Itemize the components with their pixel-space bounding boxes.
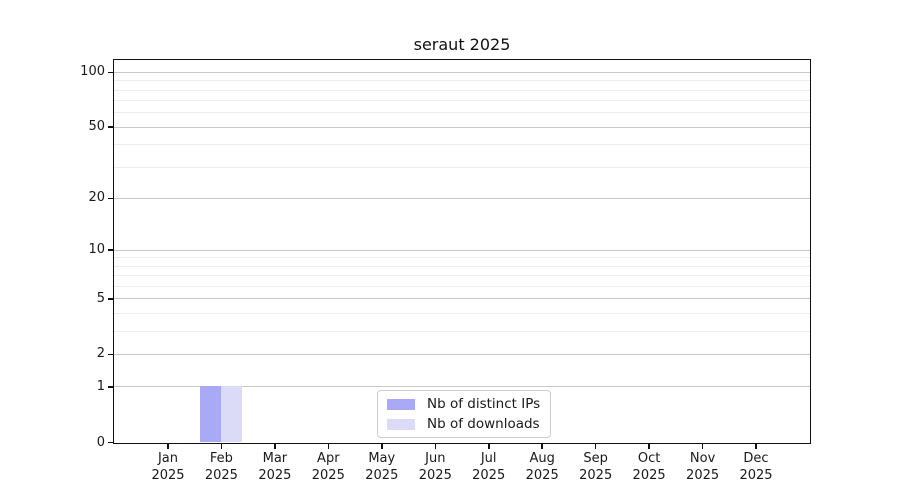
x-tick-year: 2025 (632, 467, 666, 483)
y-gridline-minor (114, 312, 810, 314)
x-tick-year: 2025 (258, 467, 292, 483)
y-tick-mark (108, 298, 113, 300)
y-gridline-minor (114, 144, 810, 146)
x-tick-mark (327, 444, 330, 449)
y-gridline-major (114, 71, 810, 73)
x-tick-mark (220, 444, 223, 449)
x-tick-label: Dec 2025 (724, 451, 788, 484)
y-tick-mark (108, 353, 113, 356)
y-tick-label: 50 (88, 119, 105, 135)
x-tick-month: Jan (157, 451, 179, 466)
y-gridline-minor (114, 330, 810, 332)
x-tick-month: Feb (209, 451, 233, 466)
y-tick-label: 10 (88, 242, 105, 258)
x-tick-mark (594, 444, 597, 449)
y-tick-mark (108, 249, 113, 251)
x-tick-mark (167, 444, 169, 449)
x-tick-label: Oct 2025 (617, 451, 681, 484)
y-gridline-major (114, 126, 810, 128)
y-gridline-minor (114, 257, 810, 259)
y-gridline-major (114, 197, 810, 199)
x-tick-label: Aug 2025 (510, 451, 574, 484)
x-tick-year: 2025 (204, 467, 238, 483)
y-gridline-major (114, 249, 810, 251)
x-tick-label: Jun 2025 (403, 451, 467, 484)
y-tick-label: 0 (96, 434, 105, 450)
legend-item-downloads: Nb of downloads (387, 416, 540, 432)
x-tick-month: Nov (689, 451, 716, 466)
y-tick-mark (108, 71, 113, 73)
x-tick-year: 2025 (365, 467, 399, 483)
legend-item-distinct-ips: Nb of distinct IPs (387, 396, 540, 412)
x-tick-month: Jun (425, 451, 446, 466)
y-gridline-major (114, 353, 810, 355)
y-tick-mark (108, 126, 113, 128)
x-tick-year: 2025 (151, 467, 185, 483)
x-tick-year: 2025 (739, 467, 773, 483)
chart-title: seraut 2025 (413, 35, 511, 54)
x-tick-year: 2025 (418, 467, 452, 483)
x-tick-month: Jul (480, 451, 497, 466)
x-tick-label: May 2025 (350, 451, 414, 484)
x-tick-month: Sep (583, 451, 608, 466)
x-tick-year: 2025 (311, 467, 345, 483)
x-tick-year: 2025 (525, 467, 559, 483)
x-tick-year: 2025 (686, 467, 720, 483)
y-gridline-minor (114, 100, 810, 102)
y-gridline-minor (114, 112, 810, 114)
y-gridline-major (114, 298, 810, 300)
legend-swatch-distinct-ips (387, 398, 415, 410)
y-tick-label: 1 (96, 378, 105, 394)
y-tick-label: 2 (96, 346, 105, 362)
bar-distinct-ips (199, 386, 221, 442)
y-tick-label: 20 (88, 190, 105, 206)
plot-area (113, 59, 811, 444)
x-tick-mark (541, 444, 543, 449)
legend-swatch-downloads (387, 418, 415, 430)
x-tick-label: Jul 2025 (457, 451, 521, 484)
y-tick-label: 100 (80, 64, 105, 80)
y-gridline-major (114, 386, 810, 388)
x-tick-label: Sep 2025 (564, 451, 628, 484)
x-tick-label: Jan 2025 (136, 451, 200, 484)
y-gridline-minor (114, 166, 810, 168)
legend-label-downloads: Nb of downloads (427, 416, 540, 432)
y-gridline-minor (114, 275, 810, 277)
x-tick-month: Oct (637, 451, 661, 466)
x-tick-label: Feb 2025 (189, 451, 253, 484)
y-gridline-minor (114, 265, 810, 267)
x-tick-label: Mar 2025 (243, 451, 307, 484)
x-tick-mark (755, 444, 757, 449)
x-tick-label: Apr 2025 (296, 451, 360, 484)
y-tick-mark (108, 197, 113, 199)
x-tick-mark (648, 444, 650, 449)
x-tick-mark (488, 444, 490, 449)
y-gridline-minor (114, 80, 810, 82)
x-tick-mark (274, 444, 276, 449)
y-tick-mark (108, 441, 113, 444)
y-gridline-minor (114, 89, 810, 91)
x-tick-mark (434, 444, 436, 449)
x-tick-month: May (368, 451, 396, 466)
x-tick-month: Apr (317, 451, 340, 466)
x-tick-month: Dec (743, 451, 769, 466)
x-tick-month: Aug (529, 451, 555, 466)
y-tick-mark (108, 386, 113, 388)
legend: Nb of distinct IPs Nb of downloads (377, 390, 552, 438)
x-tick-year: 2025 (579, 467, 613, 483)
x-tick-month: Mar (262, 451, 288, 466)
bar-downloads (220, 386, 243, 442)
y-tick-label: 5 (96, 290, 105, 306)
x-tick-label: Nov 2025 (671, 451, 735, 484)
x-tick-year: 2025 (472, 467, 506, 483)
x-tick-mark (701, 444, 704, 449)
y-gridline-minor (114, 285, 810, 287)
x-tick-mark (381, 444, 383, 449)
legend-label-distinct-ips: Nb of distinct IPs (427, 396, 541, 412)
